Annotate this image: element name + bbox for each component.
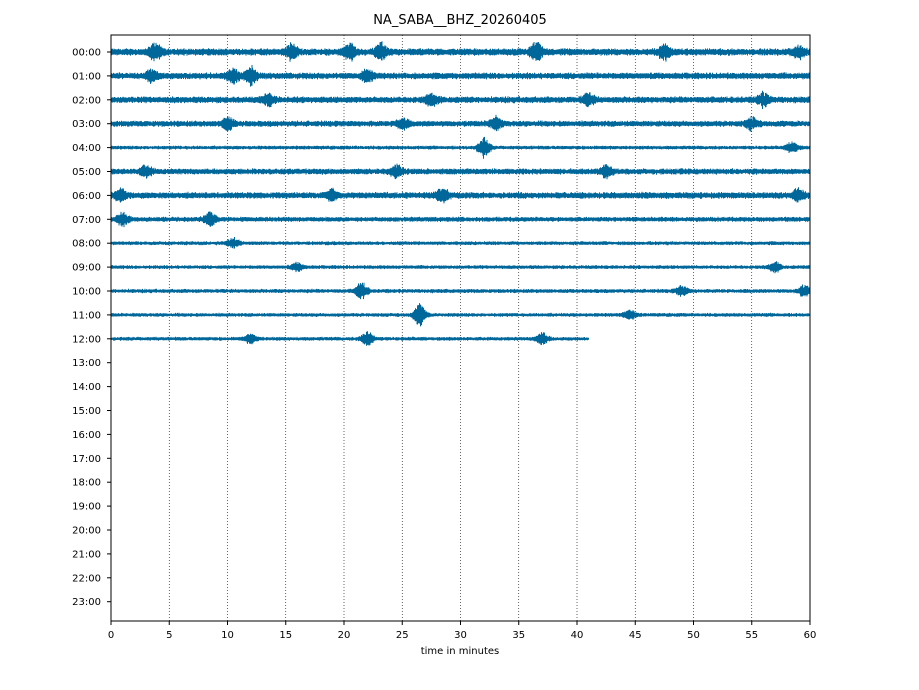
x-tick-label: 50 bbox=[687, 630, 700, 641]
x-tick-label: 15 bbox=[279, 630, 292, 641]
trace-0300 bbox=[110, 114, 811, 132]
trace-0200 bbox=[110, 90, 811, 109]
y-tick-label: 02:00 bbox=[72, 95, 101, 106]
y-tick-label: 08:00 bbox=[72, 239, 101, 250]
x-tick-label: 60 bbox=[804, 630, 817, 641]
y-tick-label: 18:00 bbox=[72, 478, 101, 489]
y-tick-label: 12:00 bbox=[72, 334, 101, 345]
y-tick-label: 03:00 bbox=[72, 119, 101, 130]
trace-0800 bbox=[110, 237, 811, 249]
y-tick-label: 00:00 bbox=[72, 48, 101, 59]
x-tick-label: 0 bbox=[108, 630, 114, 641]
y-tick-label: 07:00 bbox=[72, 215, 101, 226]
y-tick-label: 04:00 bbox=[72, 143, 101, 154]
trace-layer bbox=[110, 41, 811, 346]
trace-1100 bbox=[110, 303, 811, 327]
chart-title: NA_SABA__BHZ_20260405 bbox=[373, 13, 547, 28]
y-tick-label: 21:00 bbox=[72, 549, 101, 560]
y-tick-label: 16:00 bbox=[72, 430, 101, 441]
x-tick-label: 30 bbox=[454, 630, 467, 641]
y-tick-label: 15:00 bbox=[72, 406, 101, 417]
x-tick-label: 20 bbox=[338, 630, 351, 641]
y-tick-label: 09:00 bbox=[72, 263, 101, 274]
y-tick-label: 23:00 bbox=[72, 597, 101, 608]
y-tick-label: 22:00 bbox=[72, 573, 101, 584]
y-tick-label: 14:00 bbox=[72, 382, 101, 393]
x-tick-label: 55 bbox=[745, 630, 758, 641]
y-tick-label: 19:00 bbox=[72, 502, 101, 513]
y-tick-label: 10:00 bbox=[72, 287, 101, 298]
x-axis-label: time in minutes bbox=[421, 646, 500, 657]
y-tick-label: 06:00 bbox=[72, 191, 101, 202]
y-tick-label: 05:00 bbox=[72, 167, 101, 178]
y-axis: 00:00 01:00 02:00 03:00 04:00 05:00 06:00 07:00… bbox=[72, 48, 111, 608]
x-tick-label: 40 bbox=[571, 630, 584, 641]
x-axis: 0 5 10 15 20 25 30 35 40 45 50 55 60 bbox=[108, 621, 817, 641]
y-tick-label: 13:00 bbox=[72, 358, 101, 369]
x-tick-label: 25 bbox=[396, 630, 409, 641]
y-tick-label: 11:00 bbox=[72, 310, 101, 321]
y-tick-label: 01:00 bbox=[72, 71, 101, 82]
x-tick-label: 35 bbox=[512, 630, 525, 641]
x-tick-label: 45 bbox=[629, 630, 642, 641]
y-tick-label: 17:00 bbox=[72, 454, 101, 465]
trace-1200 bbox=[110, 331, 589, 346]
y-tick-label: 20:00 bbox=[72, 526, 101, 537]
x-tick-label: 10 bbox=[221, 630, 234, 641]
x-tick-label: 5 bbox=[166, 630, 172, 641]
